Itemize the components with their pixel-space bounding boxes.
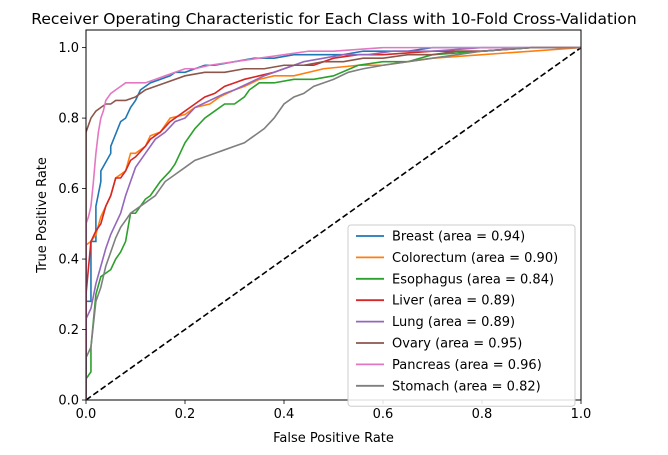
y-tick-label: 0.4 bbox=[58, 253, 79, 268]
legend-entry-label: Liver (area = 0.89) bbox=[392, 294, 515, 309]
legend: Breast (area = 0.94) Colorectum (area = 0… bbox=[347, 224, 576, 407]
x-tick-label: 0.8 bbox=[472, 407, 493, 422]
chance-diagonal-group bbox=[86, 46, 581, 400]
roc-curve-stomach bbox=[86, 46, 581, 400]
x-tick-label: 0.6 bbox=[373, 407, 394, 422]
y-tick-label: 0.0 bbox=[58, 394, 79, 409]
legend-entry-label: Breast (area = 0.94) bbox=[392, 230, 525, 245]
roc-curve-lung bbox=[86, 46, 581, 400]
chart-title: Receiver Operating Characteristic for Ea… bbox=[31, 10, 636, 28]
y-axis-ticks: 0.0 0.2 0.4 0.6 0.8 1.0 bbox=[58, 41, 86, 409]
x-axis-ticks: 0.0 0.2 0.4 0.6 0.8 1.0 bbox=[76, 400, 592, 422]
roc-curve-pancreas bbox=[86, 46, 581, 400]
chance-diagonal-line bbox=[86, 46, 581, 400]
x-tick-label: 0.4 bbox=[274, 407, 295, 422]
roc-curves-group bbox=[86, 46, 581, 400]
legend-entry-label: Ovary (area = 0.95) bbox=[392, 337, 522, 352]
legend-box bbox=[347, 224, 576, 407]
legend-entry-label: Pancreas (area = 0.96) bbox=[392, 358, 542, 373]
legend-entry-label: Esophagus (area = 0.84) bbox=[392, 272, 554, 287]
legend-entry-label: Lung (area = 0.89) bbox=[392, 315, 515, 330]
y-tick-label: 0.2 bbox=[58, 323, 79, 338]
plot-frame bbox=[85, 29, 582, 401]
x-tick-label: 0.0 bbox=[76, 407, 97, 422]
x-axis-label: False Positive Rate bbox=[273, 431, 394, 446]
y-tick-label: 1.0 bbox=[58, 41, 79, 56]
y-tick-label: 0.6 bbox=[58, 182, 79, 197]
x-tick-label: 0.2 bbox=[175, 407, 196, 422]
x-tick-label: 1.0 bbox=[571, 407, 592, 422]
y-tick-label: 0.8 bbox=[58, 112, 79, 127]
roc-curve-liver bbox=[86, 46, 581, 400]
roc-curve-esophagus bbox=[86, 46, 581, 380]
legend-entry-label: Stomach (area = 0.82) bbox=[392, 379, 541, 394]
y-axis-label: True Positive Rate bbox=[35, 157, 50, 274]
roc-curve-breast bbox=[86, 46, 581, 400]
legend-entry-label: Colorectum (area = 0.90) bbox=[392, 251, 558, 266]
